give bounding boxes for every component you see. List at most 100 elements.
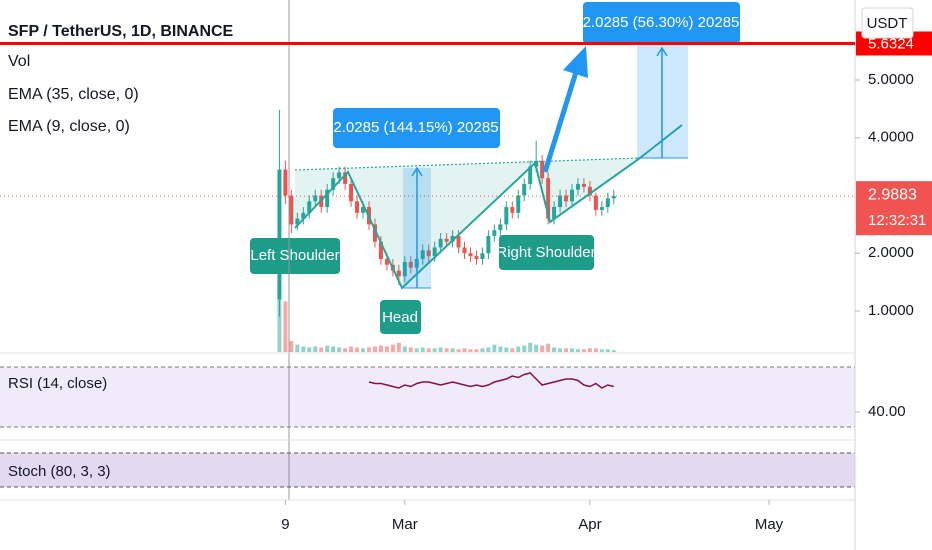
volume-bar [396, 342, 401, 352]
x-tick-label: May [755, 516, 784, 533]
candle-body [480, 253, 485, 260]
candle-body [587, 186, 592, 196]
currency-button[interactable] [861, 7, 914, 39]
volume-bar [558, 348, 563, 352]
volume-bar [408, 347, 413, 352]
candle-body [581, 183, 586, 187]
candle-body [486, 235, 491, 254]
pattern-label: Head [382, 309, 418, 326]
volume-bar [313, 346, 318, 352]
volume-bar [337, 347, 342, 352]
candle-body [540, 160, 545, 179]
volume-bar [492, 344, 497, 352]
stoch-title: Stoch (80, 3, 3) [8, 463, 111, 480]
candle-body [450, 235, 455, 242]
volume-bar [498, 346, 503, 352]
volume-bar [366, 347, 371, 352]
volume-bar [599, 349, 604, 352]
volume-bar [504, 347, 509, 352]
pattern-label-box [499, 235, 594, 270]
volume-bar [289, 340, 294, 352]
volume-bar [331, 346, 336, 352]
candle-body [307, 201, 312, 213]
volume-bar [468, 349, 473, 352]
candle-body [438, 238, 443, 248]
candle-body [402, 261, 407, 277]
volume-bar [456, 349, 461, 352]
x-tick-label: 9 [281, 516, 289, 533]
pattern-label-box [250, 238, 340, 274]
price-axis [855, 0, 932, 550]
x-tick-label: Apr [578, 516, 601, 533]
candle-body [498, 224, 503, 231]
candle-body [516, 195, 521, 213]
volume-bar [432, 348, 437, 352]
candle-body [504, 207, 509, 225]
volume-bar [534, 344, 539, 352]
indicator: EMA (35, close, 0) [8, 86, 139, 103]
volume-bar [528, 342, 533, 352]
volume-bar [552, 347, 557, 352]
measure-label: 2.0285 (144.15%) 20285 [333, 119, 498, 136]
volume-bar [564, 348, 569, 352]
stoch-band [0, 453, 855, 487]
y-tick-label: 4.0000 [868, 129, 914, 146]
volume-bar [390, 344, 395, 352]
candle-body [528, 166, 533, 184]
pattern-fill [295, 158, 640, 288]
volume-bar [301, 346, 306, 352]
volume-bar [605, 349, 610, 352]
candle-body [301, 212, 306, 219]
pattern-label-box [380, 300, 421, 334]
volume-bar [343, 348, 348, 352]
volume-bar [372, 346, 377, 352]
volume-bar [516, 346, 521, 352]
candle-body [331, 178, 336, 190]
candle-body [420, 250, 425, 260]
big-arrowhead [563, 46, 588, 78]
volume-bar [611, 350, 616, 352]
pattern-drawing: 2.0285 (144.15%) 20285 2.0285 (56.30%) 2… [250, 2, 740, 334]
indicator: Vol [8, 53, 30, 70]
rsi-title: RSI (14, close) [8, 375, 107, 392]
volume-bar [384, 346, 389, 352]
pattern-label: Left Shoulder [250, 247, 339, 264]
candle-body [593, 195, 598, 210]
volume-bar [581, 349, 586, 352]
volume-bar [438, 347, 443, 352]
candle-body [355, 201, 360, 213]
volume-bar [355, 347, 360, 352]
candle-body [599, 207, 604, 210]
volume-bar [361, 348, 366, 352]
currency[interactable]: USDT [867, 15, 908, 32]
candle-body [295, 218, 300, 225]
candle-body [283, 169, 288, 196]
candle-body [468, 253, 473, 257]
x-tick-label: Mar [392, 516, 418, 533]
volume-bar [414, 348, 419, 352]
candle-body [444, 238, 449, 242]
rsi-pane [0, 366, 855, 428]
candle-body [456, 235, 461, 248]
volume-bar [546, 343, 551, 352]
level-label: 5.6324 [868, 35, 914, 52]
candle-body [522, 183, 527, 196]
candle-body [426, 250, 431, 257]
candle-body [552, 207, 557, 219]
candle-body [546, 178, 551, 219]
volume-bar [420, 347, 425, 352]
volume-bar [575, 349, 580, 352]
y-tick-label: 1.0000 [868, 302, 914, 319]
candle-body [289, 195, 294, 225]
candle-body [611, 196, 616, 199]
candle-body [384, 259, 389, 265]
volume-bar [450, 348, 455, 352]
volume-bar [402, 346, 407, 352]
countdown: 12:32:31 [868, 212, 926, 229]
big-arrow [542, 71, 579, 173]
volume-bar [462, 348, 467, 352]
volume-bar [486, 347, 491, 352]
volume-bar [378, 345, 383, 352]
candle-body [408, 261, 413, 268]
rsi-line [368, 372, 614, 389]
